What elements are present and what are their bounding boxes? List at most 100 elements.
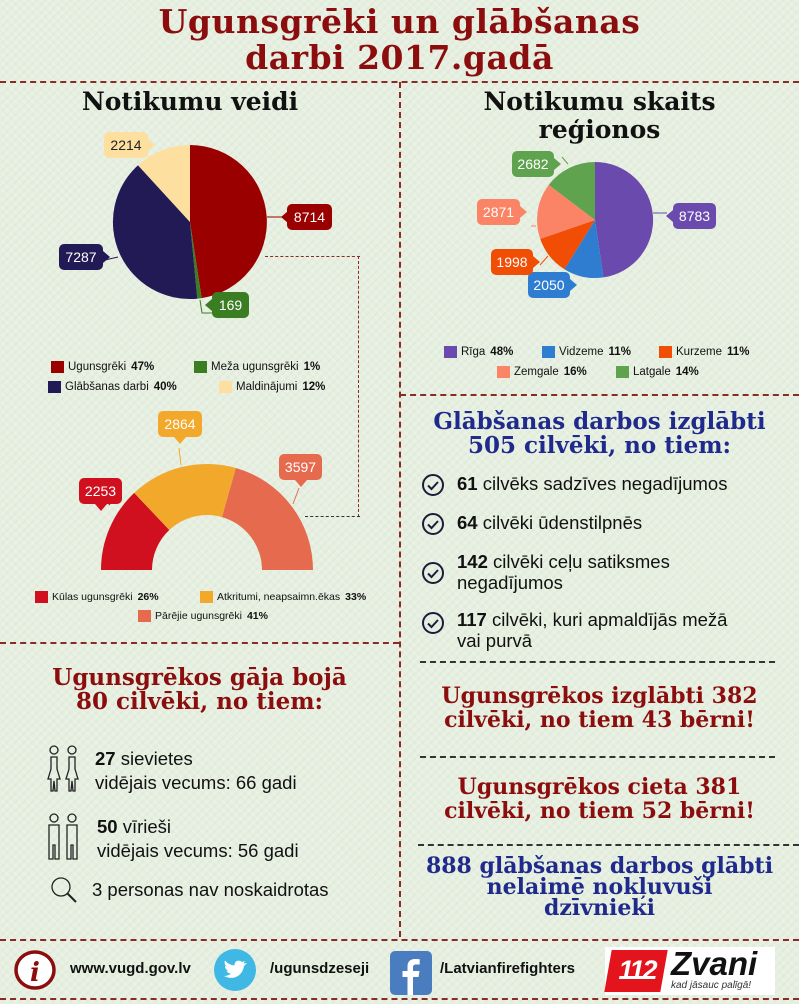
callout-meza-ugunsgreki: 169 [212, 292, 249, 318]
logo-112-zvani[interactable]: 112 Zvani kad jāsauc palīgā! [604, 945, 775, 995]
website-link[interactable]: www.vugd.gov.lv [70, 960, 191, 977]
rescued-label-cont: negadījumos [457, 572, 563, 593]
facebook-icon[interactable] [389, 951, 433, 995]
rescued-label: cilvēks sadzīves negadījumos [477, 473, 728, 494]
callout-pointer [205, 299, 212, 311]
segment-atkritumi [134, 463, 236, 530]
rescued-count: 117 [457, 609, 487, 630]
slice-maldinajumi [138, 145, 190, 222]
legend-pct: 26% [137, 591, 159, 603]
connector-line [265, 256, 360, 257]
rescued-heading: Glābšanas darbos izglābti 505 cilvēki, n… [400, 410, 799, 458]
legend-swatch [138, 610, 151, 622]
rescued-item: 142 cilvēki ceļu satiksmes negadījumos [421, 551, 670, 593]
callout-pointer [174, 437, 186, 444]
deaths-heading-line1: Ugunsgrēkos gāja bojā [52, 664, 347, 691]
callout-ugunsgreki: 8714 [287, 204, 332, 230]
divider [418, 844, 799, 846]
legend-item-kurzeme: Kurzeme 11% [659, 346, 749, 358]
legend-pct: 48% [490, 346, 514, 358]
unknown-persons: 3 personas nav noskaidrotas [92, 879, 329, 900]
legend-pct: 41% [246, 610, 268, 622]
legend-label: Rīga [461, 346, 486, 358]
legend-item-kulas-ugunsgreki: Kūlas ugunsgrēki 26% [35, 591, 159, 603]
magnifier-icon [51, 877, 77, 903]
callout-pointer [533, 256, 540, 268]
legend-label: Meža ugunsgrēki [211, 361, 299, 373]
page-title: Ugunsgrēki un glābšanas darbi 2017.gadā [0, 4, 799, 76]
legend-pct: 12% [302, 381, 326, 393]
slice-kurzeme [540, 220, 595, 270]
connector-line [305, 516, 360, 517]
callout-zemgale: 2871 [477, 199, 520, 225]
women-label: sievietes [115, 748, 193, 769]
footer-divider-top [0, 939, 799, 941]
divider [420, 756, 775, 758]
legend-label: Maldinājumi [236, 381, 298, 393]
page-title-line1: Ugunsgrēki un glābšanas [158, 2, 641, 41]
legend-label: Kūlas ugunsgrēki [52, 591, 133, 603]
legend-pct: 11% [727, 346, 750, 358]
legend-label: Vidzeme [559, 346, 604, 358]
women-count: 27 [95, 748, 116, 769]
info-icon[interactable]: i [13, 950, 57, 990]
facebook-link[interactable]: /Latvianfirefighters [440, 960, 576, 977]
legend-swatch [48, 381, 61, 393]
check-circle-icon [422, 513, 444, 535]
slice-glabsanas-darbi [112, 165, 198, 300]
men-count: 50 [97, 816, 118, 837]
slice-ugunsgreki [190, 145, 267, 299]
callout-pointer [295, 480, 307, 487]
women-average-age: vidējais vecums: 66 gadi [95, 772, 297, 793]
legend-label: Zemgale [514, 366, 559, 378]
legend-item-vidzeme: Vidzeme 11% [542, 346, 631, 358]
callout-riga: 8783 [673, 203, 716, 229]
twitter-icon[interactable] [213, 948, 257, 992]
legend-label: Pārējie ugunsgrēki [155, 610, 242, 622]
callout-pointer [103, 251, 110, 263]
animals-line1: 888 glābšanas darbos glābti [425, 853, 774, 879]
page-title-line2: darbi 2017.gadā [245, 38, 554, 77]
men-average-age: vidējais vecums: 56 gadi [97, 840, 299, 861]
connector-line [358, 256, 359, 517]
legend-pct: 1% [303, 361, 321, 373]
legend-swatch [542, 346, 555, 358]
slice-riga [595, 161, 654, 278]
svg-text:i: i [30, 958, 40, 988]
callout-kurzeme: 1998 [491, 249, 533, 275]
animals-line3: dzīvnieki [544, 895, 655, 921]
logo-zvani-word: Zvani [671, 945, 758, 982]
legend-item-maldinajumi: Maldinājumi 12% [219, 381, 325, 393]
rescued-label-cont: vai purvā [457, 630, 533, 651]
footer-divider-bottom [0, 998, 799, 1000]
fire-injured-heading: Ugunsgrēkos cieta 381 cilvēki, no tiem 5… [400, 775, 799, 823]
callout-pointer [95, 504, 107, 511]
legend-swatch [194, 361, 207, 373]
deaths-heading-line2: 80 cilvēki, no tiem: [75, 688, 324, 715]
check-circle-icon [422, 562, 444, 584]
slice-vidzeme [564, 220, 604, 278]
fire-saved-line2: cilvēki, no tiem 43 bērni! [444, 707, 755, 733]
legend-swatch [659, 346, 672, 358]
legend-item-riga: Rīga 48% [444, 346, 513, 358]
legend-pct: 11% [608, 346, 631, 358]
legend-label: Atkritumi, neapsaimn.ēkas [217, 591, 341, 603]
rescued-heading-line2: 505 cilvēki, no tiem: [467, 432, 732, 459]
fire-types-half-donut-chart [100, 447, 313, 570]
rescued-count: 142 [457, 551, 488, 572]
twitter-link[interactable]: /ugunsdzeseji [270, 960, 370, 977]
rescued-heading-line1: Glābšanas darbos izglābti [433, 408, 766, 435]
fire-injured-line1: Ugunsgrēkos cieta 381 [457, 774, 742, 800]
check-circle-icon [422, 612, 444, 634]
callout-parejie-ugunsgreki: 3597 [279, 454, 322, 480]
logo-tagline: kad jāsauc palīgā! [671, 980, 752, 991]
rescued-count: 61 [457, 473, 478, 494]
legend-label: Kurzeme [676, 346, 723, 358]
legend-swatch [497, 366, 510, 378]
legend-item-zemgale: Zemgale 16% [497, 366, 587, 378]
legend-pct: 40% [153, 381, 177, 393]
legend-swatch [200, 591, 213, 603]
fire-saved-line1: Ugunsgrēkos izglābti 382 [441, 683, 758, 709]
callout-pointer [281, 211, 288, 223]
rescued-count: 64 [457, 512, 478, 533]
